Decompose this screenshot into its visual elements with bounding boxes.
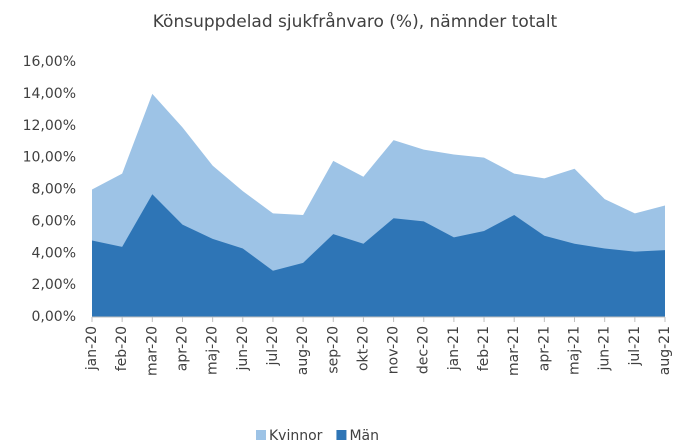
x-tick-label: jun-20 <box>235 326 251 372</box>
x-tick-label: mar-21 <box>506 326 522 376</box>
legend-label: Kvinnor <box>269 428 323 444</box>
legend-swatch <box>256 430 266 440</box>
x-tick-label: maj-20 <box>205 326 221 375</box>
chart-title: Könsuppdelad sjukfrånvaro (%), nämnder t… <box>153 11 558 32</box>
area <box>92 194 665 317</box>
x-tick-label: maj-21 <box>567 326 583 375</box>
x-tick-label: jan-21 <box>446 326 462 371</box>
x-tick-label: jul-20 <box>265 326 281 367</box>
y-tick-label: 10,00% <box>23 150 76 166</box>
legend-label: Män <box>349 428 379 444</box>
y-tick-label: 14,00% <box>23 86 76 102</box>
x-tick-label: feb-20 <box>114 326 130 371</box>
y-tick-label: 4,00% <box>32 245 76 261</box>
y-tick-label: 8,00% <box>32 182 76 198</box>
y-tick-label: 0,00% <box>32 309 76 325</box>
x-tick-label: apr-21 <box>536 326 552 371</box>
y-tick-label: 12,00% <box>23 118 76 134</box>
x-tick-label: jul-21 <box>627 326 643 367</box>
x-tick-label: mar-20 <box>144 326 160 376</box>
x-tick-label: aug-21 <box>657 326 673 375</box>
x-tick-label: jan-20 <box>84 326 100 371</box>
x-tick-label: nov-20 <box>386 326 402 374</box>
x-tick-label: dec-20 <box>416 326 432 374</box>
x-tick-label: apr-20 <box>174 326 190 371</box>
y-tick-label: 2,00% <box>32 277 76 293</box>
y-tick-label: 6,00% <box>32 213 76 229</box>
legend-swatch <box>336 430 347 440</box>
x-tick-label: feb-21 <box>476 326 492 371</box>
y-tick-label: 16,00% <box>23 54 76 70</box>
x-tick-label: sep-20 <box>325 326 341 374</box>
x-tick-label: okt-20 <box>355 326 371 371</box>
x-tick-label: aug-20 <box>295 326 311 375</box>
x-tick-label: jun-21 <box>597 326 613 372</box>
